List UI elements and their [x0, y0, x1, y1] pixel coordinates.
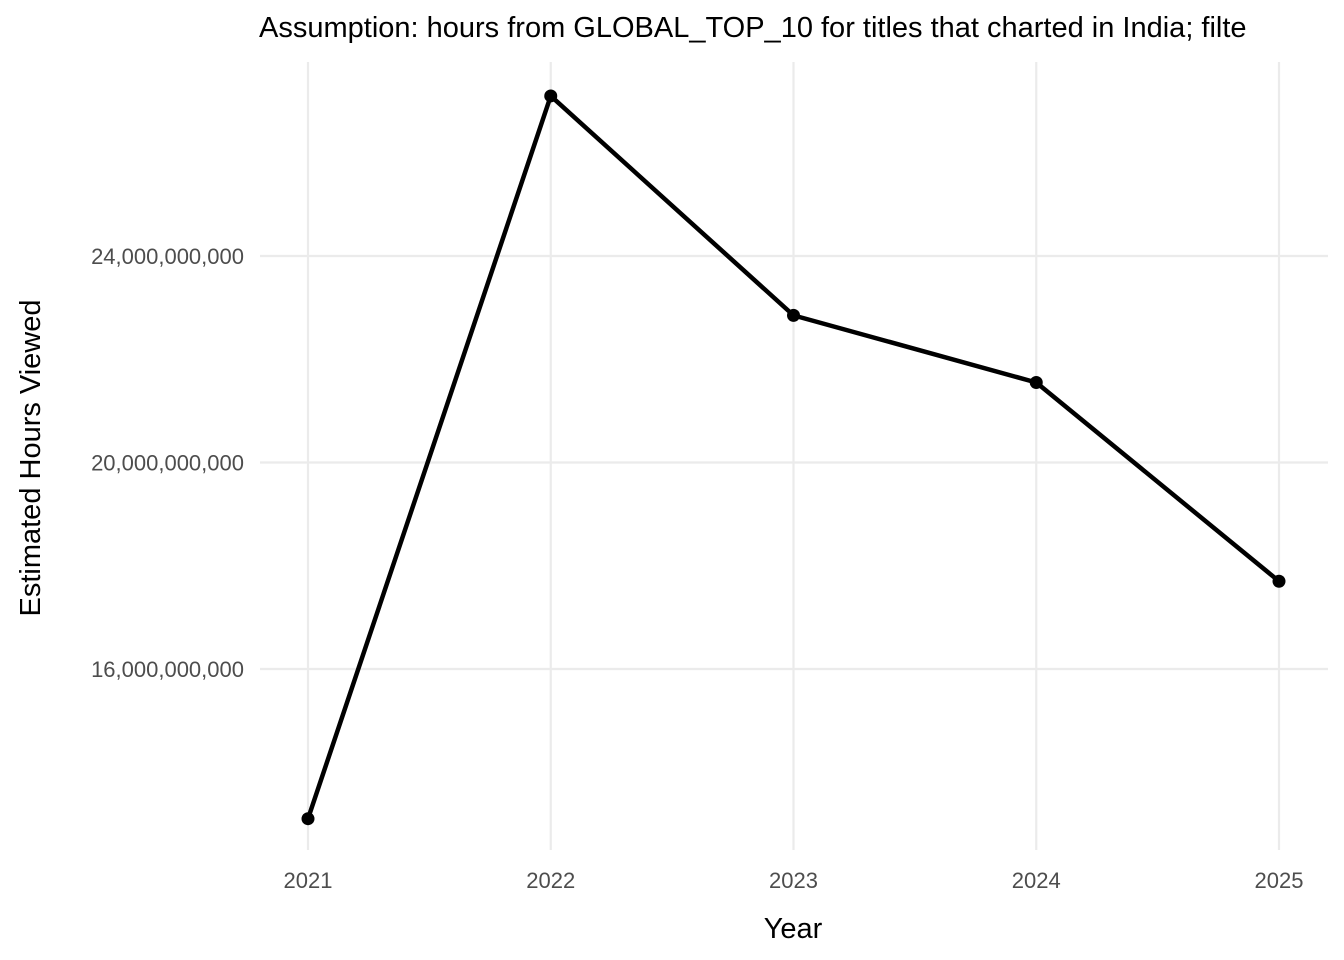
y-tick-label: 24,000,000,000 — [91, 244, 244, 269]
grid-lines — [260, 62, 1328, 850]
x-tick-label: 2022 — [526, 868, 575, 893]
y-tick-label: 16,000,000,000 — [91, 657, 244, 682]
chart-title: Assumption: hours from GLOBAL_TOP_10 for… — [259, 12, 1247, 44]
data-point — [544, 89, 558, 103]
data-point — [1029, 375, 1043, 389]
data-point — [301, 812, 315, 826]
data-point — [787, 308, 800, 322]
x-axis-ticks: 2021 2022 2023 2024 2025 — [284, 868, 1304, 893]
x-tick-label: 2025 — [1255, 868, 1304, 893]
data-point — [1272, 574, 1286, 588]
y-tick-label: 20,000,000,000 — [91, 451, 244, 476]
x-axis-title: Year — [764, 913, 823, 945]
y-axis-title: Estimated Hours Viewed — [15, 299, 47, 616]
y-axis-ticks: 16,000,000,000 20,000,000,000 24,000,000,0… — [91, 244, 244, 682]
data-points — [301, 89, 1286, 826]
x-tick-label: 2024 — [1012, 868, 1061, 893]
x-tick-label: 2023 — [769, 868, 818, 893]
x-tick-label: 2021 — [284, 868, 333, 893]
